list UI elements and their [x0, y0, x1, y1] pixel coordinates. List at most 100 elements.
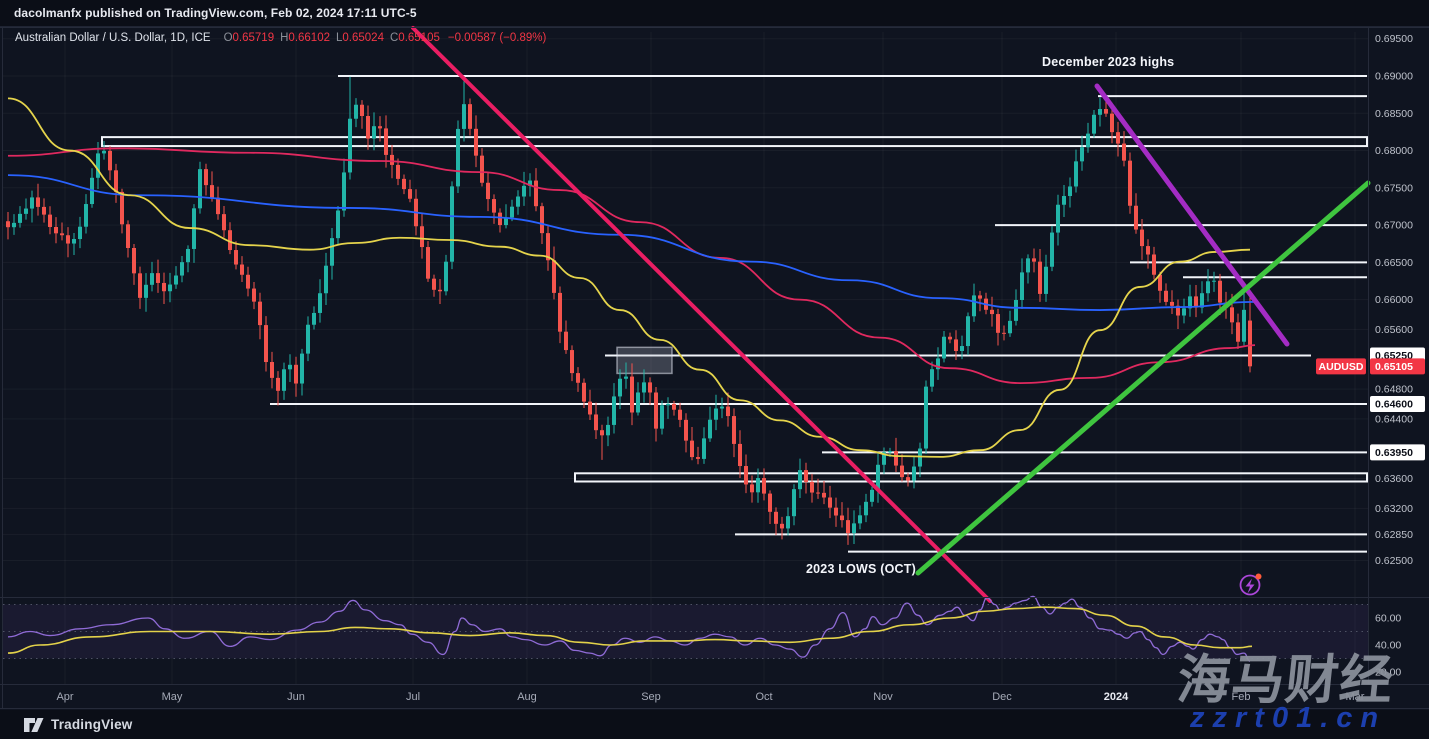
candle-body — [396, 164, 400, 179]
candle-body — [444, 261, 448, 292]
trendline-downtrend-2023[interactable] — [411, 26, 992, 603]
candle-body — [978, 295, 982, 299]
candle-body — [330, 238, 334, 266]
candle-body — [1122, 143, 1126, 161]
time-axis-label[interactable]: Aug — [517, 691, 537, 703]
candle-body — [606, 424, 610, 436]
symbol-badge — [1316, 358, 1366, 375]
flash-reaction-icon[interactable] — [1239, 574, 1261, 596]
candle-body — [966, 316, 970, 347]
candle-body — [1188, 296, 1192, 309]
candle-body — [1068, 186, 1072, 197]
candle-body — [366, 115, 370, 139]
time-axis-label[interactable]: Sep — [641, 691, 661, 703]
resistance-zone[interactable] — [101, 136, 1368, 148]
candle-body — [360, 104, 364, 116]
candle-body — [750, 484, 754, 493]
candle-body — [324, 265, 328, 294]
candle-body — [702, 438, 706, 459]
ma-slow-pink-line[interactable] — [7, 147, 1256, 385]
candle-body — [660, 405, 664, 429]
price-axis-label[interactable]: 0.69000 — [1375, 71, 1413, 83]
candle-body — [558, 292, 562, 332]
candle-body — [1134, 205, 1138, 230]
candle-body — [828, 497, 832, 508]
price-axis-label[interactable]: 0.68500 — [1375, 108, 1413, 120]
candle-body — [180, 262, 184, 276]
candle-body — [84, 204, 88, 227]
time-axis-label[interactable]: May — [162, 691, 183, 703]
rsi-axis-label[interactable]: 60.00 — [1375, 613, 1401, 625]
ma-fast-yellow-line[interactable] — [7, 97, 1251, 458]
price-level-badge — [1370, 444, 1425, 461]
candle-body — [378, 126, 382, 129]
price-axis-label[interactable]: 0.64800 — [1375, 384, 1413, 396]
price-axis-label[interactable]: 0.64400 — [1375, 413, 1413, 425]
price-axis-label[interactable]: 0.62850 — [1375, 529, 1413, 541]
candle-body — [420, 226, 424, 248]
candle-body — [516, 196, 520, 207]
trendline-downtrend-jan-2024[interactable] — [1094, 83, 1290, 347]
candle-body — [228, 230, 232, 251]
candle-body — [648, 382, 652, 393]
price-axis-label[interactable]: 0.67500 — [1375, 182, 1413, 194]
candle-body — [48, 214, 52, 227]
candle-body — [900, 465, 904, 478]
candle-body — [24, 208, 28, 214]
candle-body — [654, 392, 658, 429]
lightning-bolt-icon — [1245, 578, 1255, 594]
candle-body — [288, 364, 292, 370]
candle-body — [798, 470, 802, 490]
chart-legend[interactable]: Australian Dollar / U.S. Dollar, 1D, ICE… — [15, 32, 546, 44]
price-axis-label[interactable]: 0.63200 — [1375, 503, 1413, 515]
candle-body — [306, 324, 310, 354]
legend-ohlc-key: C — [389, 32, 399, 44]
candle-body — [408, 189, 412, 199]
price-axis-label[interactable]: 0.68000 — [1375, 145, 1413, 157]
rsi-axis-label[interactable]: 40.00 — [1375, 640, 1401, 652]
candle-body — [390, 154, 394, 165]
change-value: −0.00587 (−0.89%) — [447, 32, 547, 44]
time-axis-label[interactable]: Feb — [1232, 691, 1251, 703]
tradingview-brand-text[interactable]: TradingView — [51, 717, 133, 732]
candle-body — [132, 248, 136, 274]
rsi-axis-label[interactable]: 20.00 — [1375, 667, 1401, 679]
price-axis-label[interactable]: 0.67000 — [1375, 220, 1413, 232]
candle-body — [696, 457, 700, 459]
time-axis-label[interactable]: Dec — [992, 691, 1012, 703]
candle-body — [1104, 109, 1108, 114]
price-axis-label[interactable]: 0.66500 — [1375, 257, 1413, 269]
candle-body — [756, 478, 760, 493]
resistance-zone[interactable] — [574, 472, 1368, 483]
time-axis-label[interactable]: Jun — [287, 691, 305, 703]
candle-body — [1080, 147, 1084, 162]
candle-body — [630, 376, 634, 413]
candle-body — [174, 275, 178, 285]
candle-body — [1152, 254, 1156, 275]
watermark-site-url: zzrt01.cn — [1190, 702, 1387, 734]
time-axis-label[interactable]: Nov — [873, 691, 893, 703]
candle-body — [498, 212, 502, 226]
candle-body — [1062, 196, 1066, 205]
price-axis-label[interactable]: 0.66000 — [1375, 294, 1413, 306]
price-axis-label[interactable]: 0.63600 — [1375, 473, 1413, 485]
time-axis-label[interactable]: Jul — [406, 691, 420, 703]
chart-background[interactable] — [0, 28, 1429, 708]
candle-body — [816, 492, 820, 494]
time-axis-label[interactable]: Oct — [755, 691, 772, 703]
tradingview-logo-icon[interactable] — [24, 717, 44, 733]
rsi-line[interactable] — [7, 595, 1251, 662]
candle-body — [240, 264, 244, 275]
rsi-ma-line[interactable] — [7, 606, 1253, 654]
candle-body — [66, 235, 70, 244]
ma-mid-blue-line[interactable] — [7, 174, 1256, 311]
trendline-uptrend-from-oct-lows[interactable] — [915, 180, 1371, 576]
time-axis-label[interactable]: Apr — [56, 691, 73, 703]
candle-body — [948, 336, 952, 340]
time-axis-label[interactable]: Mar — [1346, 691, 1365, 703]
price-axis-label[interactable]: 0.69500 — [1375, 33, 1413, 45]
time-axis-label[interactable]: 2024 — [1104, 691, 1129, 703]
price-axis-label[interactable]: 0.65600 — [1375, 324, 1413, 336]
price-axis-label[interactable]: 0.62500 — [1375, 555, 1413, 567]
